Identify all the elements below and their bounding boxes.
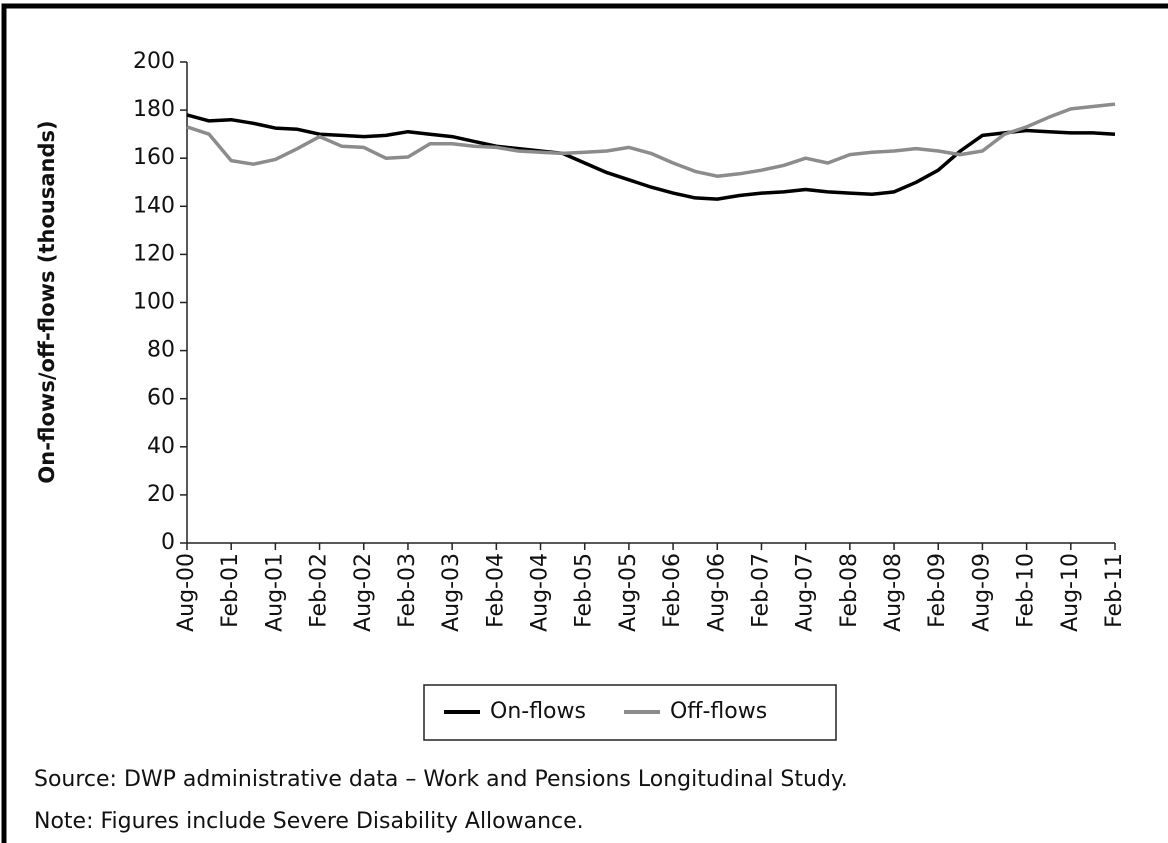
x-tick-label: Aug-05 (616, 553, 641, 632)
data-line (186, 102, 1116, 178)
x-tick-label: Feb-07 (748, 553, 773, 628)
y-tick-label: 100 (133, 290, 175, 315)
x-tick-label: Aug-09 (969, 553, 994, 632)
x-tick-label: Feb-04 (483, 553, 508, 628)
y-tick-label: 160 (133, 145, 175, 170)
y-tick-label: 80 (147, 338, 175, 363)
note: Note: Figures include Severe Disability … (34, 809, 584, 834)
x-tick-label: Aug-07 (793, 553, 818, 632)
x-tick-label: Feb-09 (925, 553, 950, 628)
x-tick-label: Feb-02 (307, 553, 332, 628)
legend-label: Off-flows (670, 699, 767, 724)
x-tick-label: Feb-11 (1102, 553, 1127, 628)
data-line (186, 113, 1116, 201)
y-tick-label: 40 (147, 434, 175, 459)
frame (1, 3, 1168, 843)
legend-label: On-flows (490, 699, 586, 724)
x-tick-label: Aug-00 (174, 553, 199, 632)
y-tick-label: 200 (133, 49, 175, 74)
y-tick-label: 60 (147, 386, 175, 411)
y-tick-label: 0 (161, 530, 175, 555)
x-tick-label: Feb-01 (218, 553, 243, 628)
x-tick-label: Aug-06 (704, 553, 729, 632)
x-tick-label: Aug-01 (262, 553, 287, 632)
y-tick-label: 20 (147, 482, 175, 507)
x-tick-label: Aug-02 (351, 553, 376, 632)
x-tick-label: Aug-10 (1058, 553, 1083, 632)
x-tick-label: Feb-10 (1014, 553, 1039, 628)
y-tick-label: 140 (133, 193, 175, 218)
x-tick-label: Feb-06 (660, 553, 685, 628)
x-tick-label: Aug-08 (881, 553, 906, 632)
x-tick-label: Aug-03 (439, 553, 464, 632)
x-tick-label: Feb-03 (395, 553, 420, 628)
x-tick-label: Aug-04 (528, 553, 553, 632)
y-tick-label: 180 (133, 97, 175, 122)
y-tick-label: 120 (133, 241, 175, 266)
source-note: Source: DWP administrative data – Work a… (34, 767, 848, 792)
x-tick-label: Feb-05 (572, 553, 597, 628)
y-axis-label: On-flows/off-flows (thousands) (35, 120, 59, 483)
x-tick-label: Feb-08 (837, 553, 862, 628)
